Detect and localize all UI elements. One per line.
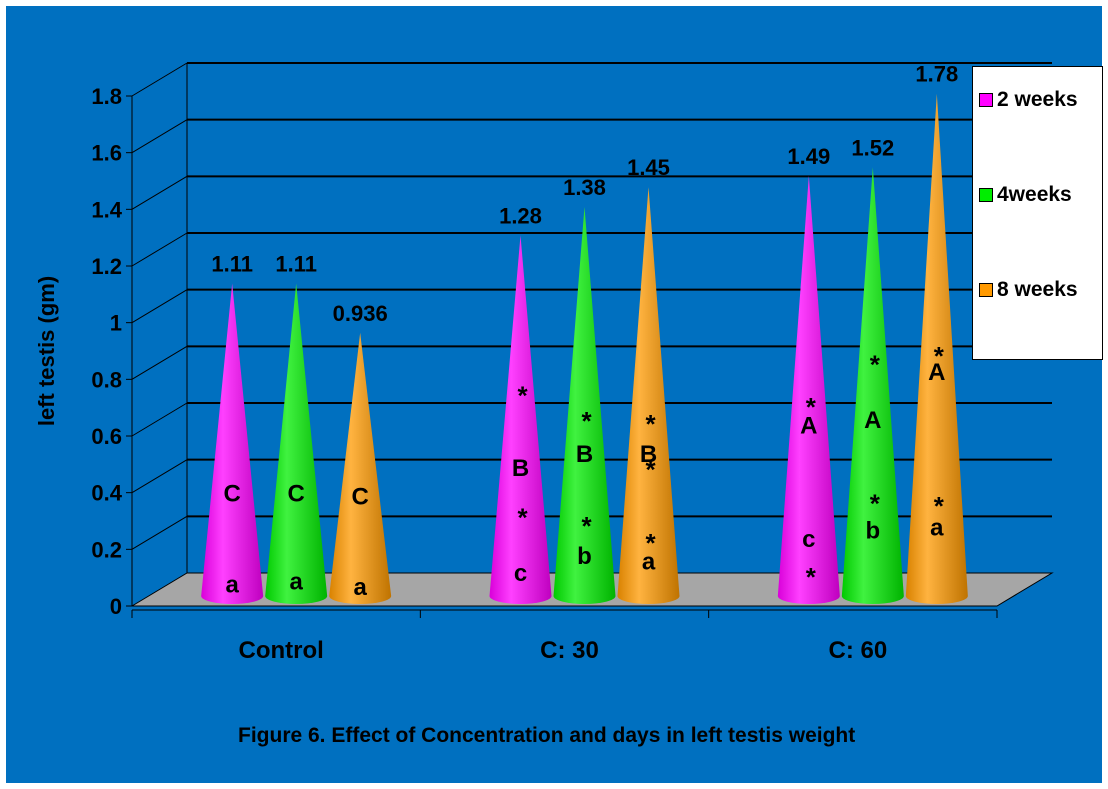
significance-letter: b — [865, 518, 880, 545]
cone-c-60-8-weeks — [905, 93, 968, 605]
significance-star: * — [517, 503, 528, 533]
significance-letter: C — [223, 481, 240, 508]
significance-letter: B — [576, 441, 593, 468]
legend-swatch-8-weeks — [979, 283, 993, 297]
value-label-c-30-8-weeks: 1.45 — [627, 155, 670, 180]
gridline-diagonal — [131, 459, 188, 494]
significance-letter: b — [577, 543, 592, 570]
cone-c-30-2-weeks — [489, 235, 552, 604]
gridline-diagonal — [131, 232, 188, 267]
significance-letter: a — [353, 574, 367, 601]
significance-star: * — [581, 406, 592, 436]
y-tick-label: 0.8 — [91, 367, 122, 392]
gridline-diagonal — [131, 402, 188, 437]
cone-control-2-weeks — [201, 283, 264, 604]
significance-star: * — [645, 528, 656, 558]
x-tick-label-c-60: C: 60 — [828, 637, 887, 664]
cone-c-60-4weeks — [841, 167, 904, 605]
significance-letter: a — [289, 569, 303, 596]
significance-letter: A — [864, 407, 881, 434]
legend-label-2-weeks: 2 weeks — [997, 88, 1078, 111]
x-tick-label-control: Control — [239, 637, 324, 664]
y-tick-label: 1.4 — [91, 197, 122, 222]
significance-letter: C — [351, 484, 368, 511]
gridline-diagonal — [131, 345, 188, 380]
legend-label-8-weeks: 8 weeks — [997, 278, 1078, 301]
significance-star: * — [645, 409, 656, 439]
value-label-control-2-weeks: 1.11 — [211, 252, 253, 277]
cone-control-4weeks — [265, 283, 328, 604]
significance-star: * — [581, 511, 592, 541]
gridline-diagonal — [131, 119, 188, 154]
y-tick-label: 0.2 — [91, 537, 122, 562]
y-tick-label: 0.4 — [91, 481, 122, 506]
significance-star: * — [806, 562, 817, 592]
cone-c-30-8-weeks — [617, 187, 680, 604]
y-tick-label: 0 — [110, 594, 122, 619]
value-label-control-8-weeks: 0.936 — [333, 301, 388, 326]
gridline-diagonal — [131, 62, 188, 97]
significance-star: * — [870, 488, 881, 518]
significance-star: * — [806, 392, 817, 422]
significance-letter: a — [930, 515, 944, 542]
significance-letter: a — [642, 549, 656, 576]
y-tick-label: 1.6 — [91, 141, 122, 166]
significance-letter: B — [640, 441, 657, 468]
significance-letter: B — [512, 455, 529, 482]
significance-star: * — [645, 454, 656, 484]
cone-control-8-weeks — [329, 332, 392, 604]
value-label-c-30-2-weeks: 1.28 — [499, 203, 542, 228]
x-tick-label-c-30: C: 30 — [540, 637, 599, 664]
legend-swatch-2-weeks — [979, 93, 993, 107]
figure-caption: Figure 6. Effect of Concentration and da… — [238, 724, 856, 747]
significance-letter: A — [928, 359, 945, 386]
significance-letter: c — [514, 560, 527, 587]
y-tick-label: 1.2 — [91, 254, 122, 279]
gridline-diagonal — [131, 289, 188, 324]
legend-swatch-4weeks — [979, 188, 993, 202]
legend-label-4weeks: 4weeks — [997, 183, 1072, 206]
value-label-control-4weeks: 1.11 — [275, 252, 317, 277]
cone-c-60-2-weeks — [777, 175, 840, 605]
significance-star: * — [934, 491, 945, 521]
value-label-c-60-4weeks: 1.52 — [851, 135, 894, 160]
cone-c-30-4weeks — [553, 207, 616, 604]
y-tick-label: 1.8 — [91, 84, 122, 109]
y-tick-label: 1 — [110, 311, 122, 336]
significance-letter: C — [287, 481, 304, 508]
significance-star: * — [517, 381, 528, 411]
gridline-diagonal — [131, 175, 188, 210]
y-tick-label: 0.6 — [91, 424, 122, 449]
significance-letter: a — [225, 571, 239, 598]
gridline-diagonal — [131, 515, 188, 550]
value-label-c-60-8-weeks: 1.78 — [915, 62, 958, 87]
significance-letter: A — [800, 413, 817, 440]
significance-letter: c — [802, 526, 815, 553]
value-label-c-30-4weeks: 1.38 — [563, 175, 606, 200]
significance-star: * — [934, 341, 945, 371]
y-axis-label: left testis (gm) — [34, 276, 59, 426]
chart-legend: 2 weeks 4weeks 8 weeks — [972, 66, 1103, 360]
significance-star: * — [870, 350, 881, 380]
value-label-c-60-2-weeks: 1.49 — [787, 144, 830, 169]
